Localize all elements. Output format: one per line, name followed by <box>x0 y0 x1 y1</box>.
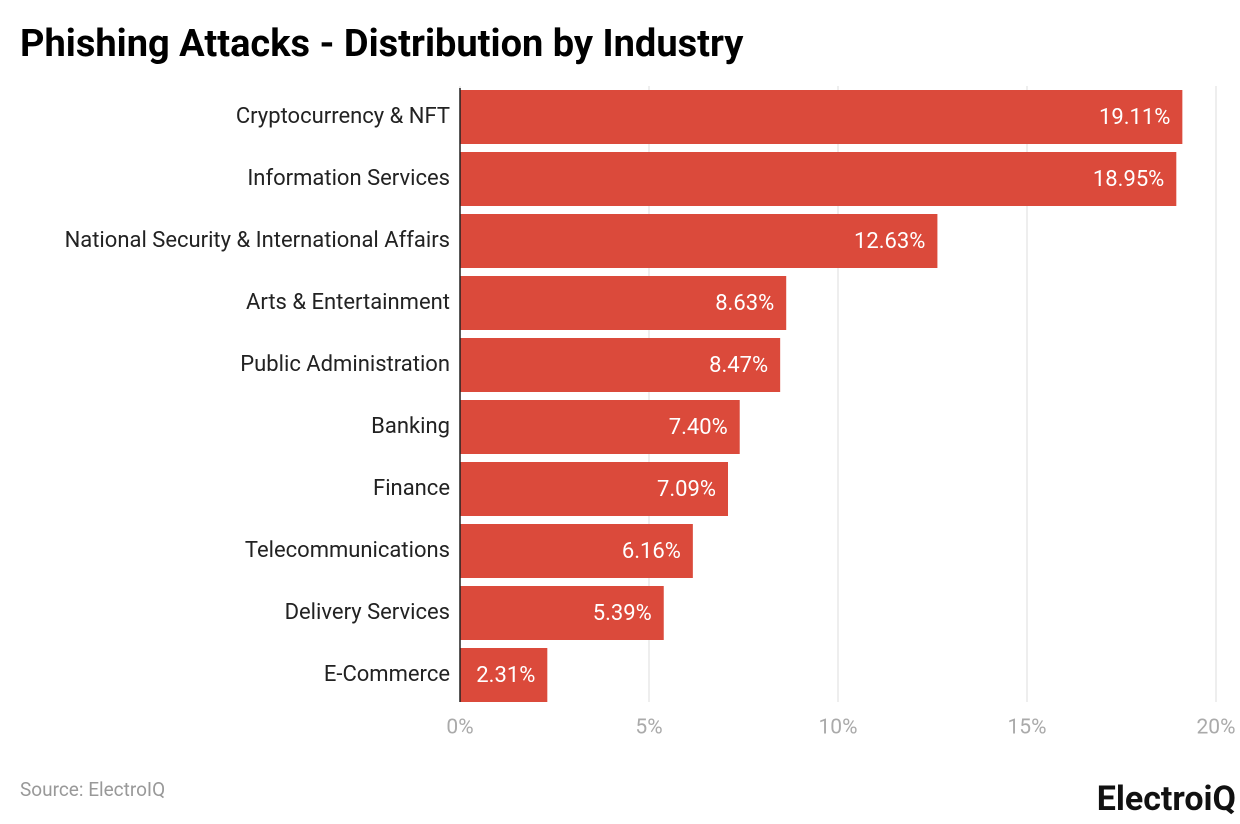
bar <box>460 648 548 702</box>
bar <box>460 152 1177 206</box>
y-tick-label: National Security & International Affair… <box>65 228 450 253</box>
bar <box>460 90 1183 144</box>
logo: ElectroiQ <box>1097 779 1236 819</box>
y-tick-label: Delivery Services <box>285 600 450 625</box>
chart-title: Phishing Attacks - Distribution by Indus… <box>20 22 744 66</box>
bar <box>460 586 664 640</box>
source: Source: ElectroIQ <box>20 778 165 801</box>
x-tick-label: 0% <box>446 716 473 740</box>
bar <box>460 276 787 330</box>
value-label: 7.40% <box>669 415 728 440</box>
bar <box>460 214 938 268</box>
y-tick-label: Arts & Entertainment <box>246 290 450 315</box>
bar <box>460 462 729 516</box>
bar <box>460 338 781 392</box>
value-label: 18.95% <box>1093 167 1164 192</box>
value-label: 5.39% <box>593 601 652 626</box>
x-tick-label: 15% <box>1008 716 1047 740</box>
value-label: 2.31% <box>476 663 535 688</box>
value-label: 8.63% <box>715 291 774 316</box>
y-tick-label: Banking <box>371 414 450 439</box>
y-tick-label: Telecommunications <box>245 538 450 563</box>
value-label: 7.09% <box>657 477 716 502</box>
bar <box>460 400 740 454</box>
x-tick-label: 10% <box>819 716 858 740</box>
y-tick-label: Finance <box>373 476 450 501</box>
value-label: 8.47% <box>709 353 768 378</box>
value-label: 12.63% <box>854 229 925 254</box>
value-label: 6.16% <box>622 539 681 564</box>
y-tick-label: E-Commerce <box>324 662 450 687</box>
y-tick-label: Information Services <box>247 166 450 191</box>
x-tick-label: 5% <box>635 716 662 740</box>
y-tick-label: Public Administration <box>240 352 450 377</box>
value-label: 19.11% <box>1099 105 1170 130</box>
y-tick-label: Cryptocurrency & NFT <box>236 104 450 129</box>
x-tick-label: 20% <box>1197 716 1236 740</box>
bar <box>460 524 693 578</box>
